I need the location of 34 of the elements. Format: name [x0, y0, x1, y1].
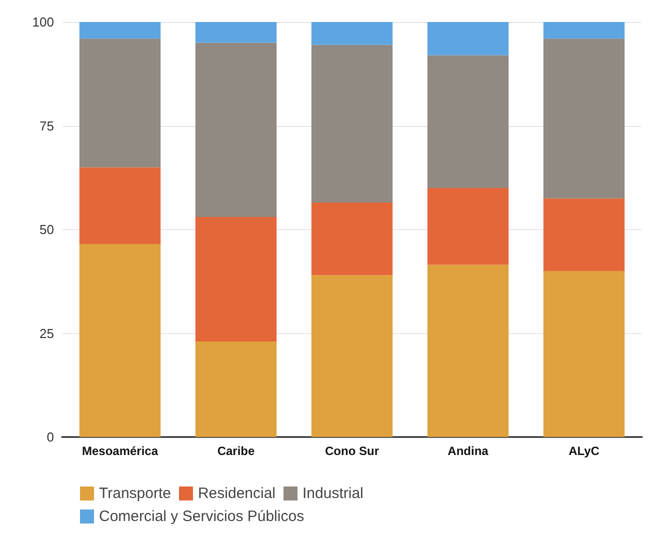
legend-label: Transporte: [99, 485, 171, 502]
bar: [195, 42, 277, 218]
bar: [195, 22, 277, 43]
y-tick-label: 100: [32, 14, 54, 30]
bar: [195, 217, 277, 342]
bar: [311, 22, 393, 45]
bar: [79, 167, 161, 244]
bar: [79, 38, 161, 168]
bar: [195, 342, 277, 437]
bar: [427, 22, 509, 56]
y-tick-label: 25: [40, 326, 54, 341]
bar: [543, 38, 625, 198]
bar: [543, 271, 625, 437]
bar: [543, 22, 625, 39]
x-tick-label: ALyC: [568, 444, 600, 458]
bar: [79, 22, 161, 39]
x-tick-label: Mesoamérica: [82, 444, 158, 458]
bar: [427, 55, 509, 188]
y-tick-label: 0: [46, 430, 54, 444]
bar: [311, 275, 393, 437]
bar: [427, 264, 509, 437]
x-tick-label: Andina: [448, 444, 489, 458]
legend-label: Residencial: [198, 485, 276, 502]
x-tick-label: Caribe: [217, 444, 255, 458]
legend-label: Industrial: [302, 485, 364, 502]
bar: [79, 244, 161, 437]
y-tick-label: 75: [40, 118, 54, 134]
x-tick-label: Cono Sur: [325, 444, 380, 458]
legend-label: Comercial y Servicios Públicos: [99, 508, 304, 525]
bar: [427, 188, 509, 265]
bar: [311, 44, 393, 203]
y-tick-label: 50: [40, 222, 54, 237]
bar: [311, 202, 393, 276]
bar: [543, 198, 625, 271]
